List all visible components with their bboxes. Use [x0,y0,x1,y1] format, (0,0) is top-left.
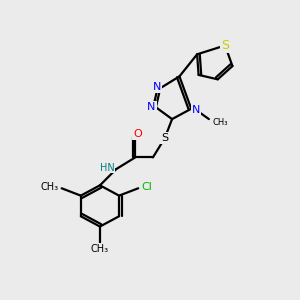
Text: O: O [133,129,142,140]
Text: CH₃: CH₃ [91,244,109,254]
Text: Cl: Cl [141,182,152,192]
Text: N: N [153,82,161,92]
Text: CH₃: CH₃ [40,182,59,192]
Text: HN: HN [100,163,115,173]
Text: N: N [147,102,156,112]
Text: S: S [161,133,168,143]
Text: N: N [191,105,200,115]
Text: CH₃: CH₃ [212,118,228,127]
Text: S: S [221,39,229,52]
